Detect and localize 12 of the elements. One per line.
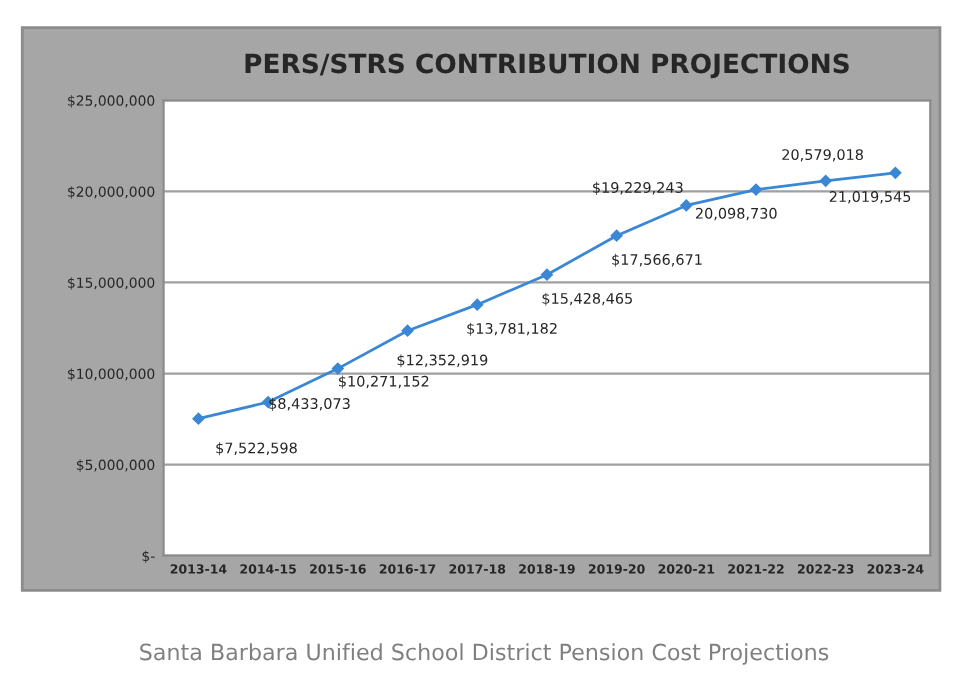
point bbox=[331, 362, 344, 375]
point bbox=[401, 324, 414, 337]
point bbox=[889, 166, 902, 179]
point bbox=[471, 298, 484, 311]
point bbox=[540, 268, 553, 281]
point bbox=[750, 183, 762, 196]
point bbox=[610, 229, 623, 242]
chart-title: PERS/STRS CONTRIBUTION PROJECTIONS bbox=[245, 53, 849, 79]
text: Santa Barbara Unified School District Pension Cost Projections bbox=[140, 643, 829, 665]
point bbox=[192, 412, 205, 425]
point bbox=[819, 174, 832, 187]
point bbox=[680, 199, 693, 212]
